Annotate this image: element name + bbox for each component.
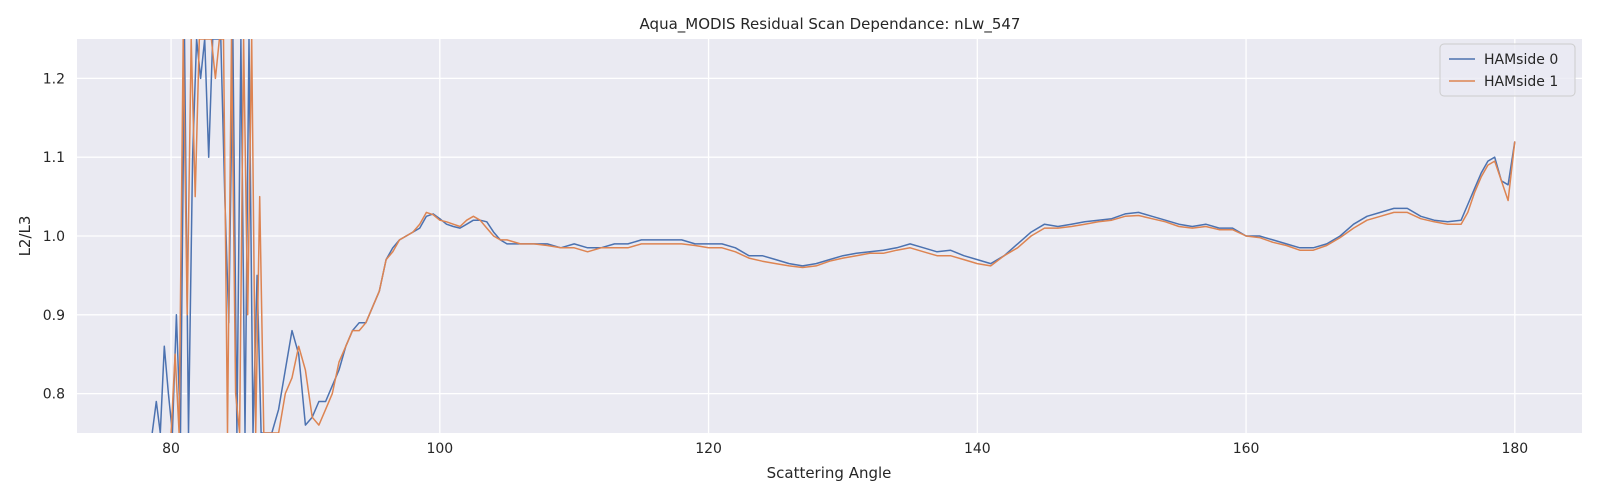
x-tick-label: 180: [1501, 441, 1528, 457]
y-tick-label: 1.1: [43, 150, 65, 166]
legend-entry-0: HAMside 0: [1484, 52, 1558, 68]
series-line-hamside-1: [170, 39, 1516, 433]
x-tick-label: 100: [426, 441, 453, 457]
legend-entry-1: HAMside 1: [1484, 74, 1558, 90]
x-tick-label: 120: [695, 441, 722, 457]
x-tick-label: 80: [162, 441, 180, 457]
y-tick-label: 0.8: [43, 387, 65, 403]
y-axis-label: L2/L3: [16, 216, 34, 257]
y-tick-label: 0.9: [43, 308, 65, 324]
y-tick-label: 1.2: [43, 71, 65, 87]
legend: HAMside 0 HAMside 1: [1439, 43, 1576, 97]
x-axis-label: Scattering Angle: [767, 464, 892, 482]
x-tick-label: 140: [964, 441, 991, 457]
legend-box: [1439, 43, 1576, 97]
grid: [77, 39, 1582, 433]
y-tick-label: 1.0: [43, 229, 65, 245]
tick-labels: 80 100 120 140 160 180 0.8 0.9 1.0 1.1 1.2: [43, 71, 1528, 457]
chart-title: Aqua_MODIS Residual Scan Dependance: nLw…: [640, 15, 1021, 34]
x-tick-label: 160: [1233, 441, 1260, 457]
series-layer: [151, 39, 1516, 433]
